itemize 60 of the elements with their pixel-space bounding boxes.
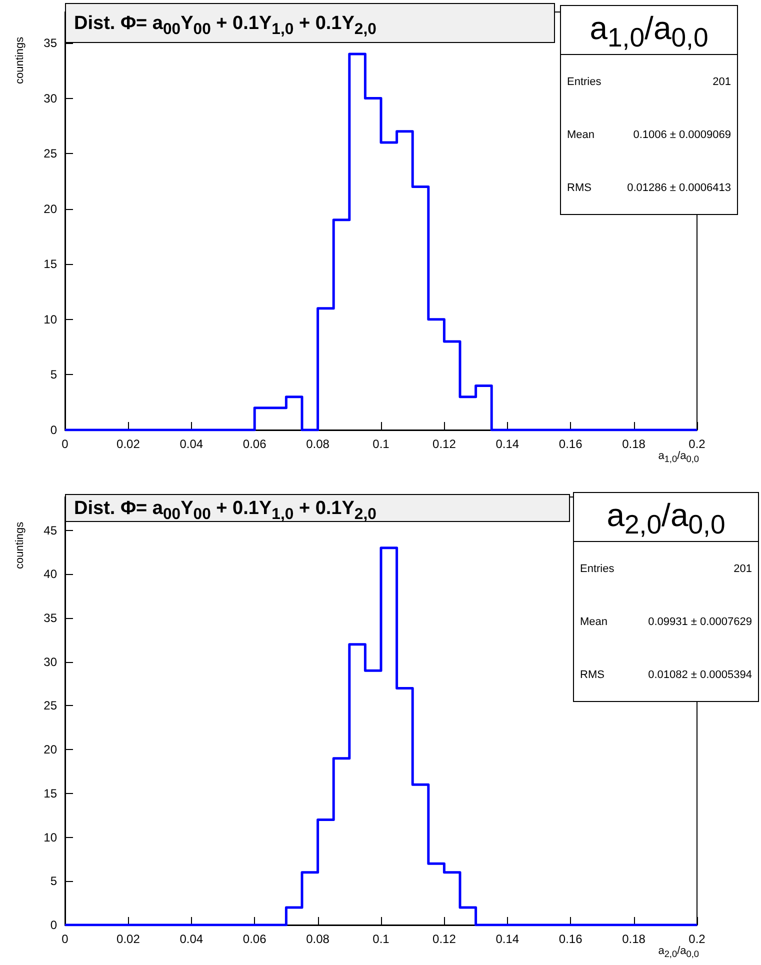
x-tick-label: 0.02 — [116, 437, 140, 451]
y-tick-label: 10 — [44, 830, 58, 844]
annotation: 0.01286 ± 0.0006413 — [627, 182, 731, 194]
annotation: Entries — [580, 562, 614, 574]
x-tick-label: 0.14 — [496, 932, 520, 946]
y-tick-label: 20 — [44, 202, 58, 216]
annotation: 0.01082 ± 0.0005394 — [648, 668, 752, 680]
y-axis-title: countings — [14, 36, 26, 84]
annotation: RMS — [567, 182, 592, 194]
y-tick-label: 35 — [44, 36, 58, 50]
x-tick-label: 0.12 — [432, 932, 456, 946]
y-tick-label: 10 — [44, 312, 58, 326]
y-tick-label: 5 — [50, 368, 58, 382]
y-tick-label: 25 — [44, 698, 58, 713]
y-axis-title: countings — [14, 522, 26, 569]
x-tick-label: 0.06 — [242, 932, 267, 946]
x-tick-label: 0.04 — [180, 437, 204, 451]
x-tick-label: 0 — [62, 932, 69, 946]
text: 201 — [734, 562, 752, 574]
annotation: Entries — [567, 76, 602, 88]
title-box: Dist. Φ= a$_{00}$Y$_{00}$ + 0.1Y$_{1,0}$ + 0.1Y$_{2,0}$ — [65, 494, 570, 522]
x-tick-label: 0.1 — [372, 437, 390, 451]
text: 201 — [712, 76, 731, 88]
y-tick-label: 25 — [44, 146, 58, 161]
y-tick-label: 45 — [44, 523, 58, 538]
x-tick-label: 0.14 — [496, 437, 520, 451]
x-tick-label: 0.16 — [558, 437, 583, 451]
annotation: 0.1006 ± 0.0009069 — [633, 128, 731, 140]
x-axis-title: a$_{2,0}$/a$_{0,0}$ — [658, 945, 699, 960]
x-tick-label: 0.02 — [116, 932, 140, 946]
x-tick-label: 0.12 — [432, 437, 456, 451]
annotation: Mean — [580, 616, 608, 628]
y-tick-label: 0 — [50, 918, 58, 932]
x-tick-label: 0.18 — [622, 932, 646, 946]
x-tick-label: 0.18 — [622, 437, 646, 451]
y-tick-label: 5 — [50, 874, 58, 888]
x-tick-label: 0.2 — [688, 437, 706, 451]
x-tick-label: 0.06 — [242, 437, 267, 451]
x-tick-label: 0.2 — [688, 932, 706, 946]
y-tick-label: 15 — [44, 786, 58, 800]
chart-subtitle: a$_{1,0}$/a$_{0,0}$ — [561, 6, 737, 55]
y-tick-label: 20 — [44, 742, 58, 757]
chart-subtitle: a$_{2,0}$/a$_{0,0}$ — [574, 493, 758, 542]
title-box: Dist. Φ= a$_{00}$Y$_{00}$ + 0.1Y$_{1,0}$ + 0.1Y$_{2,0}$ — [65, 3, 555, 43]
annotation: RMS — [580, 668, 604, 680]
annotation: Mean — [567, 128, 595, 140]
y-tick-label: 0 — [50, 423, 58, 437]
x-tick-label: 0.1 — [372, 932, 390, 946]
x-tick-label: 0.04 — [180, 932, 204, 946]
y-tick-label: 30 — [44, 91, 58, 106]
y-tick-label: 35 — [44, 611, 58, 626]
annotation: 0.09931 ± 0.0007629 — [648, 616, 752, 628]
y-tick-label: 40 — [44, 567, 58, 582]
y-tick-label: 30 — [44, 654, 58, 669]
x-tick-label: 0.16 — [558, 932, 583, 946]
x-axis-title: a$_{1,0}$/a$_{0,0}$ — [658, 450, 699, 464]
y-tick-label: 15 — [44, 257, 58, 272]
x-tick-label: 0.08 — [306, 932, 330, 946]
x-tick-label: 0.08 — [306, 437, 330, 451]
x-tick-label: 0 — [62, 437, 69, 451]
